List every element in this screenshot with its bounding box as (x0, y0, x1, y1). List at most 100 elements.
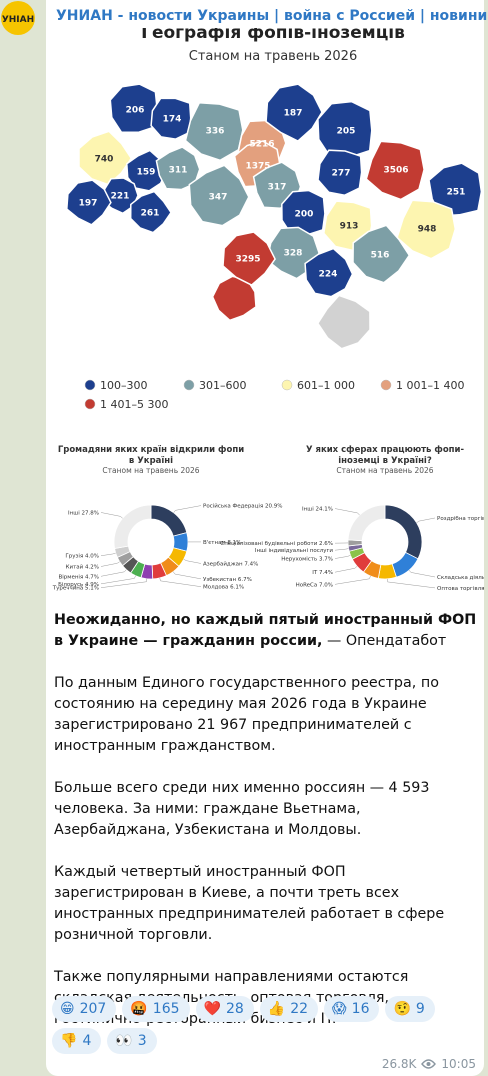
region-value: 948 (418, 225, 437, 235)
region (109, 83, 158, 134)
region-value: 317 (268, 183, 287, 193)
region (188, 164, 250, 227)
paragraph: Больше всего среди них именно россиян — … (54, 780, 430, 838)
chart-title: іноземці в Україні? (338, 455, 432, 466)
data-label: Туреччина 5.1% (52, 586, 99, 592)
leader-line (334, 566, 358, 573)
region-value: 3295 (235, 255, 260, 265)
legend: 100–300 301–600 601–1 000 1 001–1 400 1 401–… (84, 379, 464, 411)
data-label: Інші 24.1% (302, 507, 333, 513)
chart-subtitle: Станом на травень 2026 (102, 466, 199, 475)
region-value: 1375 (245, 162, 270, 172)
region (352, 224, 411, 284)
chart-title: У яких сферах працюють фопи- (306, 445, 465, 455)
leader-line (100, 575, 136, 585)
region-value: 311 (169, 166, 188, 176)
crimea-region (316, 294, 371, 350)
label-value: 4.9% (85, 582, 99, 588)
chart-title: Громадяни яких країн відкрили фопи (58, 444, 244, 455)
reaction[interactable]: 🤬 165 (122, 996, 190, 1022)
region (265, 83, 323, 142)
legend-swatch (380, 379, 392, 391)
region-value: 347 (209, 193, 228, 203)
reaction[interactable]: ❤️ 28 (195, 996, 254, 1022)
reaction[interactable]: 😁 207 (52, 996, 117, 1022)
leader-line (100, 578, 148, 588)
region-value: 3506 (383, 166, 408, 176)
reaction[interactable]: 👎 4 (52, 1028, 102, 1054)
label-category: Спеціалізовані будівельні роботи (220, 541, 317, 547)
leader-line (183, 559, 202, 564)
label-value: 6.1% (230, 585, 244, 591)
region-value: 336 (206, 127, 225, 137)
label-category: Азербайджан (203, 560, 243, 567)
label-category: Інші (68, 510, 80, 516)
region-value: 187 (284, 109, 303, 119)
map: 206 174 336 5216 187 740 159 311 1375 205 277 3506 2… (66, 83, 483, 350)
leader-line (334, 548, 349, 551)
region (155, 146, 201, 191)
reaction[interactable]: 👀 3 (107, 1028, 157, 1054)
paragraph: Каждый четвертый иностранный ФОП зарегис… (54, 864, 445, 943)
label-category: В'єтнам (203, 540, 226, 546)
region (150, 97, 192, 140)
region-value: 224 (319, 270, 338, 280)
data-label: Інші індивідуальні послуги (255, 548, 333, 554)
leader-line (172, 571, 202, 580)
region-value: 516 (371, 251, 390, 261)
eye-icon (421, 1059, 437, 1069)
data-label: Оптова торгівля 7.9% (437, 586, 488, 592)
region-value: 5216 (249, 140, 274, 150)
data-label: Узбекистан 6.7% (203, 577, 252, 583)
leader-line (334, 508, 360, 516)
data-label: Грузія 4.0% (65, 554, 99, 560)
region-value: 913 (340, 222, 359, 232)
region (222, 231, 276, 286)
data-label: Роздрібна торгівля (437, 516, 488, 522)
reaction-count: 165 (152, 1001, 180, 1017)
region (66, 179, 112, 226)
label-category: Молдова (203, 585, 228, 591)
label-category: Складська діяльність (437, 575, 488, 581)
reactions: 😁 207 🤬 165 ❤️ 28 👍 22 😱 16 🤨 9 👎 4 👀 3 (52, 996, 480, 1054)
reaction-count: 3 (137, 1033, 147, 1049)
channel-name[interactable]: УНИАН - новости Украины | война с Россие… (56, 8, 488, 24)
reaction-count: 22 (290, 1001, 309, 1017)
reaction-count: 9 (415, 1001, 425, 1017)
label-category: Туреччина (52, 586, 84, 592)
label-category: IT (312, 570, 318, 576)
odesa-extension (211, 275, 257, 322)
lead-source: — Опендатабот (327, 633, 447, 649)
region (317, 100, 373, 158)
reaction-emoji: ❤️ (203, 1001, 221, 1017)
reaction-count: 16 (351, 1001, 370, 1017)
avatar-text: УНІАН (2, 15, 34, 25)
region-value: 174 (163, 115, 182, 125)
label-value: 24.1% (316, 507, 333, 513)
reaction[interactable]: 🤨 9 (385, 996, 435, 1022)
chart-subtitle: Станом на травень 2026 (336, 466, 433, 475)
label-value: 5.1% (85, 586, 99, 592)
region (396, 199, 457, 260)
data-label: Азербайджан 7.4% (203, 560, 258, 567)
label-category: Узбекистан (203, 577, 237, 583)
reaction[interactable]: 😱 16 (324, 996, 380, 1022)
leader-line (416, 517, 436, 523)
label-value: 6.7% (238, 577, 252, 583)
channel-avatar[interactable] (1, 1, 35, 35)
leader-line (334, 555, 351, 559)
region-value: 251 (447, 188, 466, 198)
leader-line (100, 561, 120, 567)
reaction-emoji: 👀 (115, 1033, 133, 1049)
reaction-emoji: 🤬 (130, 1001, 148, 1017)
label-category: Оптова торгівля (437, 586, 484, 592)
region (281, 189, 326, 236)
reaction[interactable]: 👍 22 (259, 996, 319, 1022)
region-value: 740 (95, 155, 114, 165)
data-label: HoReCa 7.0% (296, 582, 333, 588)
label-value: 7.0% (319, 582, 333, 588)
post-image[interactable]: Географія фопів-іноземців Станом на трав… (46, 23, 488, 608)
data-label: Китай 4.2% (66, 563, 99, 570)
